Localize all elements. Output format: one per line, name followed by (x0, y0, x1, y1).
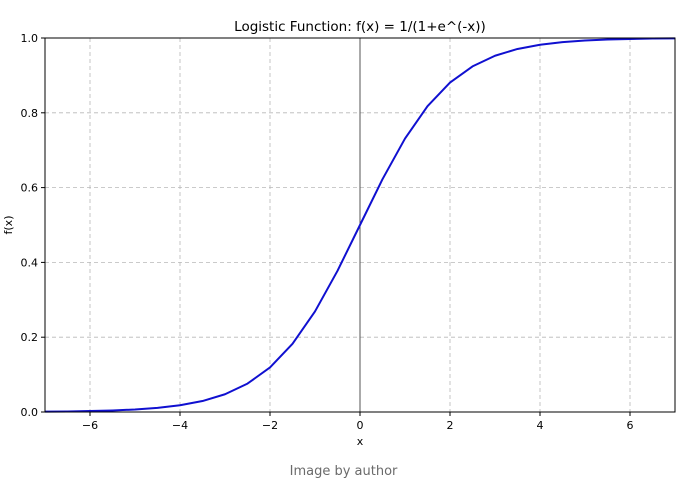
y-tick-label-3: 0.6 (21, 182, 39, 195)
chart-title: Logistic Function: f(x) = 1/(1+e^(-x)) (234, 19, 486, 35)
x-tick-label-5: 4 (537, 419, 544, 432)
y-axis-label: f(x) (2, 216, 15, 235)
y-tick-label-0: 0.0 (21, 406, 39, 419)
x-tick-label-4: 2 (447, 419, 454, 432)
x-axis-label: x (357, 435, 364, 448)
y-tick-label-2: 0.4 (21, 256, 39, 269)
y-tick-label-1: 0.2 (21, 331, 39, 344)
image-caption: Image by author (289, 464, 398, 479)
x-tick-label-3: 0 (357, 419, 364, 432)
series-line-0 (44, 37, 676, 413)
logistic-chart: −6 −4 −2 0 2 4 6 0.0 0.2 0.4 0.6 0.8 1.0 Logistic F… (2, 19, 676, 448)
x-tick-label-6: 6 (627, 419, 634, 432)
x-tick-label-2: −2 (262, 419, 278, 432)
y-tick-label-4: 0.8 (21, 107, 39, 120)
y-tick-label-5: 1.0 (21, 32, 39, 45)
y-ticks: 0.0 0.2 0.4 0.6 0.8 1.0 (21, 32, 45, 419)
series-layer (44, 37, 676, 413)
x-tick-label-0: −6 (82, 419, 98, 432)
x-ticks: −6 −4 −2 0 2 4 6 (82, 412, 634, 432)
x-tick-label-1: −4 (172, 419, 188, 432)
